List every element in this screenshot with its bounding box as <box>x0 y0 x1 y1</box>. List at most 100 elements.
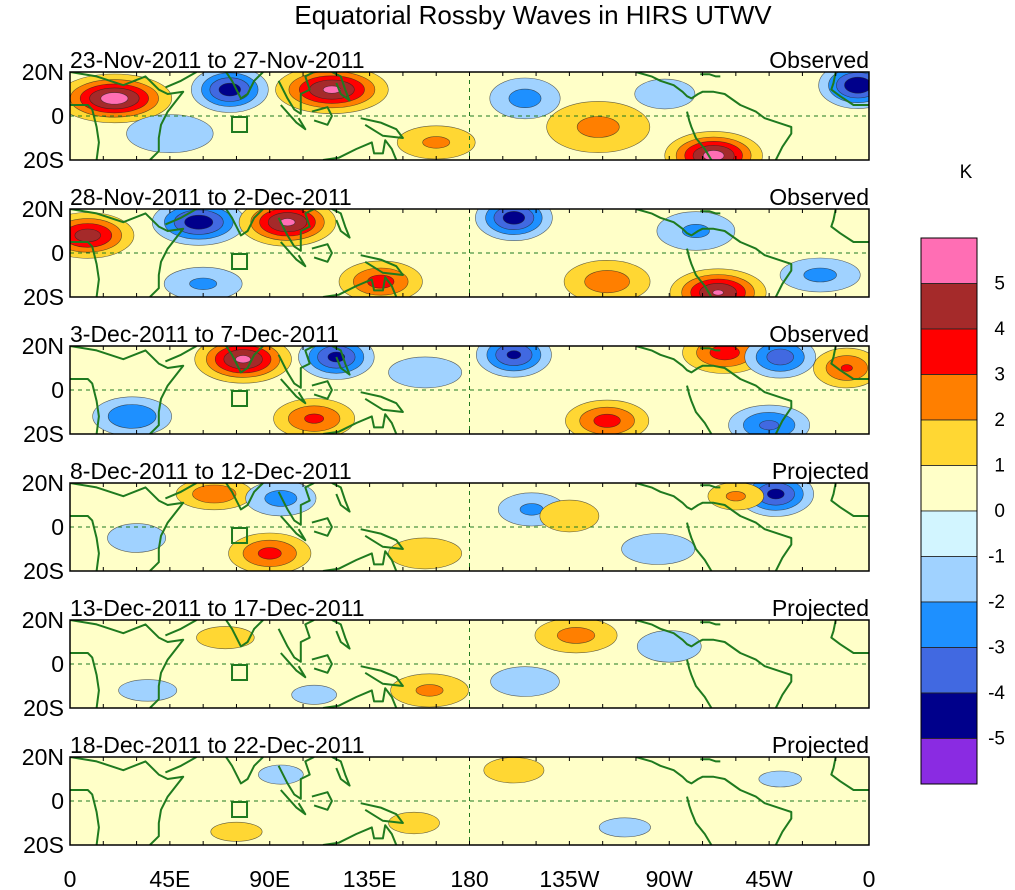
panel-kind-label: Observed <box>769 47 869 73</box>
anomaly-contour <box>415 684 444 697</box>
coastline-segment <box>700 73 721 78</box>
coastline-segment <box>218 72 264 100</box>
negative-anomaly-blob <box>107 523 166 553</box>
positive-anomaly-blob <box>275 72 389 114</box>
positive-anomaly-blob <box>210 821 263 842</box>
panel-period-label: 28-Nov-2011 to 2-Dec-2011 <box>70 184 352 210</box>
colorbar-units-label: K <box>960 162 973 183</box>
lat-tick-label: 20S <box>23 695 64 721</box>
positive-anomaly-blob <box>228 532 312 571</box>
coastline-segment <box>635 72 793 160</box>
lat-tick-label: 20S <box>23 421 64 447</box>
coastline-segment <box>322 687 398 708</box>
coastline-segment <box>277 209 315 252</box>
coastline-segment <box>70 209 185 297</box>
anomaly-contour <box>126 114 214 154</box>
colorbar-swatch <box>920 738 978 785</box>
coastline-segment <box>360 528 404 550</box>
coastline-segment <box>331 209 351 239</box>
colorbar-level-label: 3 <box>994 365 1005 386</box>
anomaly-contour <box>184 214 214 230</box>
colorbar-swatch <box>920 647 978 694</box>
lat-tick-label: 0 <box>51 377 64 403</box>
positive-anomaly-blob <box>273 398 356 434</box>
anomaly-contour <box>422 136 451 149</box>
anomaly-contour <box>556 627 596 644</box>
anomaly-contour <box>506 350 522 360</box>
coastline-segment <box>280 652 307 679</box>
lat-tick-label: 0 <box>51 651 64 677</box>
positive-anomaly-blob <box>70 212 135 259</box>
coastline-segment <box>277 620 315 663</box>
colorbar-swatch <box>920 283 978 330</box>
coastline-segment <box>830 346 869 380</box>
negative-anomaly-blob <box>490 666 560 697</box>
anomaly-field <box>107 483 814 571</box>
chart-title: Equatorial Rossby Waves in HIRS UTWV <box>294 0 772 30</box>
anomaly-contour <box>584 270 630 294</box>
coastline-segment <box>70 72 185 160</box>
coastline-segment <box>635 346 793 434</box>
anomaly-field <box>70 72 869 160</box>
coastline-segment <box>700 484 721 489</box>
coastline-segment <box>70 652 100 708</box>
negative-anomaly-blob <box>489 77 561 120</box>
coastline-segment <box>277 72 315 115</box>
positive-anomaly-blob <box>813 347 869 389</box>
coastline-segment <box>311 654 333 674</box>
positive-anomaly-blob <box>563 260 651 297</box>
negative-anomaly-blob <box>476 346 552 378</box>
colorbar-level-label: 2 <box>994 410 1005 431</box>
coastline-segment <box>635 483 793 571</box>
negative-anomaly-blob <box>118 679 178 702</box>
colorbar-level-label: -4 <box>988 683 1005 704</box>
anomaly-contour <box>210 821 263 842</box>
coastline-segment <box>218 209 264 237</box>
anomaly-contour <box>539 499 600 533</box>
negative-anomaly-blob <box>744 346 817 379</box>
coastline-segment <box>700 621 721 626</box>
positive-anomaly-blob <box>388 811 440 835</box>
colorbar-swatch <box>920 692 978 739</box>
coastline-segment <box>165 757 197 774</box>
coastline-segment <box>70 757 185 845</box>
colorbar-swatch <box>920 328 978 375</box>
anomaly-contour <box>593 413 621 428</box>
anomaly-contour <box>621 533 696 565</box>
coastline-segment <box>331 346 351 376</box>
negative-anomaly-blob <box>621 533 696 565</box>
lon-tick-label: 90W <box>646 866 694 890</box>
coastline-segment <box>218 757 264 785</box>
panel-kind-label: Observed <box>769 184 869 210</box>
panel-1: 20N 0 20S 23-Nov-2011 to 27-Nov-2011 Observe… <box>22 47 870 173</box>
panel-4: 20N 0 20S 8-Dec-2011 to 12-Dec-2011 Projecte… <box>22 458 870 584</box>
anomaly-contour <box>388 811 440 835</box>
anomaly-contour <box>519 503 544 516</box>
lon-tick-label: 90E <box>249 866 290 890</box>
panel-kind-label: Projected <box>772 595 869 621</box>
lat-tick-label: 20S <box>23 832 64 858</box>
negative-anomaly-blob <box>245 483 317 517</box>
coastline-segment <box>218 620 264 648</box>
anomaly-contour <box>107 523 166 553</box>
anomaly-contour <box>257 547 282 560</box>
coastline-segment <box>635 620 793 708</box>
panel-period-label: 18-Dec-2011 to 22-Dec-2011 <box>70 732 365 758</box>
coastlines <box>70 620 869 708</box>
coastline-segment <box>280 378 307 405</box>
anomaly-contour <box>196 626 255 650</box>
negative-anomaly-blob <box>737 483 814 517</box>
positive-anomaly-blob <box>669 268 767 297</box>
reference-box <box>231 116 249 133</box>
x-axis-ticks: 0 45E 90E 135E 180 135W 90W 45W 0 <box>64 866 876 890</box>
anomaly-contour <box>388 537 463 570</box>
colorbar-swatch <box>920 601 978 648</box>
anomaly-contour <box>758 770 802 788</box>
coastline-segment <box>277 346 315 389</box>
coastline-segment <box>322 276 398 297</box>
panel-3: 20N 0 20S 3-Dec-2011 to 7-Dec-2011 Observed <box>22 321 870 447</box>
colorbar-frame <box>920 237 978 785</box>
coastline-segment <box>686 659 713 708</box>
anomaly-contour <box>107 404 157 429</box>
